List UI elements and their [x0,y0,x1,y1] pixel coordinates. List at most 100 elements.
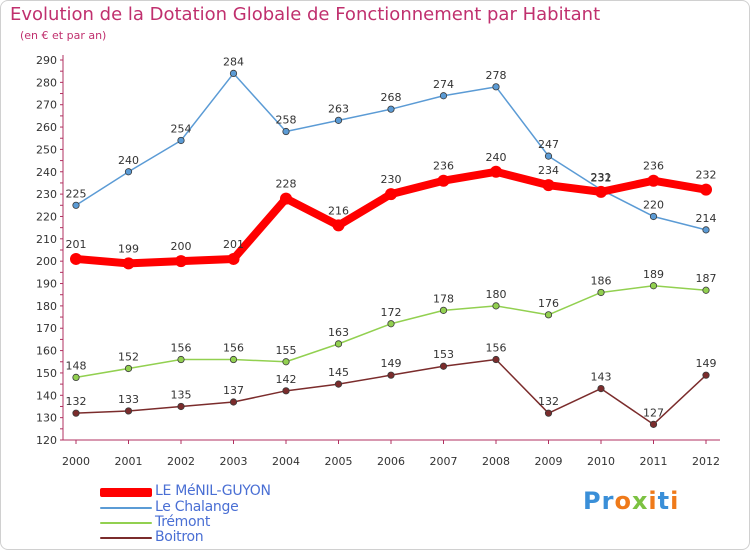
data-point [387,320,395,328]
data-label: 214 [696,212,717,225]
y-tick-label: 210 [36,233,57,246]
data-point [334,116,343,124]
x-tick-label: 2006 [377,455,405,468]
legend-item-menil-guyon: LE MéNIL-GUYON [100,483,360,500]
legend-swatch-le-chalange [100,507,152,509]
y-tick-label: 170 [36,322,57,335]
data-label: 149 [381,357,402,370]
data-point [647,174,660,187]
legend-label-boitron: Boitron [155,529,204,545]
data-label: 201 [66,238,87,251]
data-point [177,402,185,411]
y-tick-label: 280 [36,76,57,89]
data-label: 216 [328,204,349,217]
data-label: 284 [223,55,244,68]
y-tick-label: 140 [36,389,57,402]
x-tick-label: 2012 [692,455,720,468]
data-point [177,136,185,145]
proxiti-logo: Proxiti [583,487,680,515]
data-label: 148 [66,359,87,372]
legend-item-le-chalange: Le Chalange [100,499,360,516]
y-tick-label: 230 [36,188,57,201]
y-tick-label: 270 [36,99,57,112]
data-label: 176 [538,297,559,310]
data-point [332,219,345,232]
data-point [597,288,605,297]
data-point [334,380,343,388]
data-point [124,168,133,176]
data-point [280,192,292,205]
data-label: 186 [591,274,612,287]
legend-swatch-menil-guyon [100,488,152,497]
data-label: 143 [591,371,612,384]
data-label: 231 [591,171,612,184]
y-tick-label: 220 [36,210,57,223]
data-label: 236 [433,160,454,173]
x-tick-label: 2010 [587,455,615,468]
data-point [702,226,710,234]
data-point [542,179,555,192]
data-label: 232 [591,172,612,185]
data-point [177,355,185,364]
data-label: 133 [118,393,139,406]
data-label: 263 [328,102,349,115]
data-point [544,409,553,417]
data-point [387,371,395,379]
y-tick-label: 240 [36,166,57,179]
data-label: 137 [223,384,244,397]
data-point [492,302,500,310]
legend-label-le-chalange: Le Chalange [155,499,239,515]
data-point [649,212,658,221]
data-label: 127 [643,406,664,419]
legend-label-menil-guyon: LE MéNIL-GUYON [155,483,271,499]
data-label: 254 [171,122,192,135]
data-label: 142 [276,373,297,386]
data-label: 230 [381,173,402,186]
data-label: 220 [643,198,664,211]
y-tick-label: 250 [36,143,57,156]
data-point [439,362,448,370]
data-label: 156 [486,342,507,355]
data-point [175,255,187,268]
data-label: 278 [486,69,507,82]
data-point [72,409,80,417]
data-point [72,373,80,382]
y-tick-label: 120 [36,434,57,447]
data-label: 187 [696,272,717,285]
y-tick-label: 190 [36,278,57,291]
data-label: 268 [381,91,402,104]
data-label: 153 [433,348,454,361]
data-point [122,257,135,270]
data-point [282,358,290,366]
data-label: 172 [381,306,402,319]
data-label: 258 [276,114,297,127]
data-label: 156 [223,342,244,355]
legend-swatch-tremont [100,522,152,524]
data-label: 135 [171,388,192,401]
data-point [595,185,607,198]
data-label: 189 [643,268,664,281]
data-point [229,69,238,78]
data-point [124,407,133,415]
data-label: 236 [643,160,664,173]
data-point [490,165,502,178]
data-label: 274 [433,78,454,91]
data-point [439,92,448,100]
y-tick-label: 260 [36,121,57,134]
data-label: 156 [171,342,192,355]
data-label: 201 [223,238,244,251]
data-point [700,183,712,196]
data-label: 247 [538,138,559,151]
chart-title: Evolution de la Dotation Globale de Fonc… [10,4,601,25]
data-label: 199 [118,242,139,255]
data-point [227,252,240,265]
data-point [702,286,710,294]
data-point [649,282,658,290]
data-point [544,152,553,160]
y-tick-label: 150 [36,367,57,380]
data-label: 180 [486,288,507,301]
data-label: 232 [696,169,717,182]
data-label: 145 [328,366,349,379]
data-label: 155 [276,344,297,357]
data-label: 240 [486,151,507,164]
